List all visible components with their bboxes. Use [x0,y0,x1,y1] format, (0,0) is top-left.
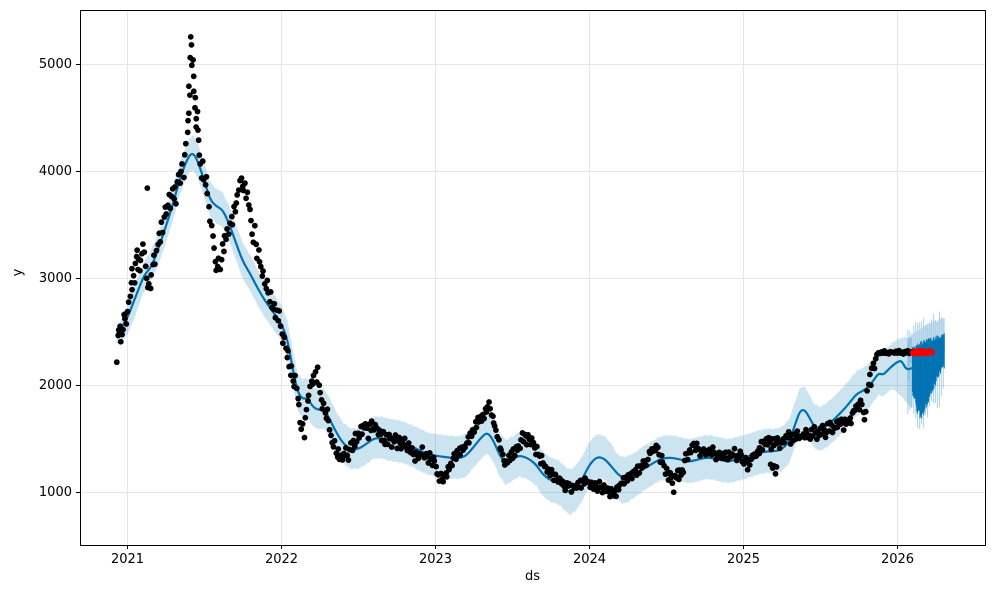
y-axis-label: y [10,268,26,277]
x-axis-label: ds [524,569,541,584]
